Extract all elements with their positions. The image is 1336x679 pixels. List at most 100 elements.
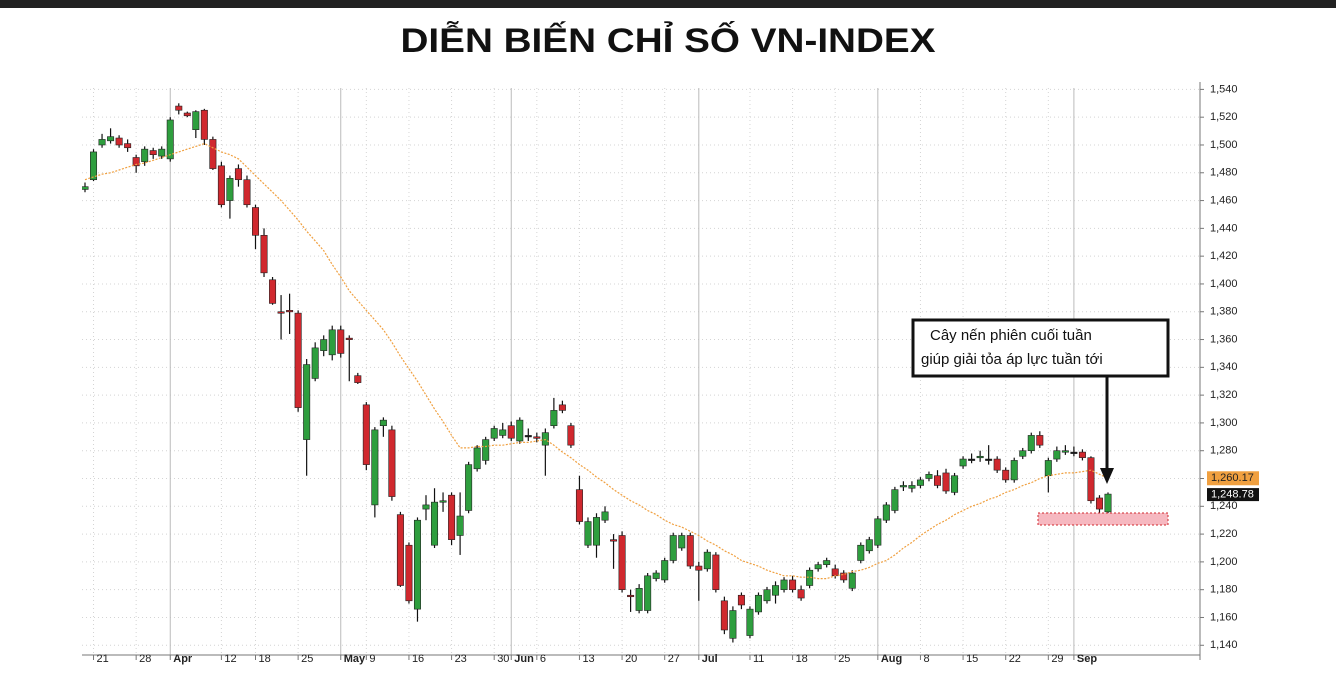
candle-body: [797, 589, 805, 599]
candle-body: [158, 148, 166, 157]
candle-body: [431, 501, 439, 546]
close-price-box: [1207, 488, 1259, 502]
x-tick-label: 21: [97, 653, 109, 665]
x-tick-label: 16: [412, 653, 424, 665]
candle-body: [703, 551, 711, 570]
candle-body: [1002, 469, 1010, 481]
x-tick-label: 12: [224, 653, 236, 665]
candle-body: [933, 475, 941, 486]
annotation-line: Cây nến phiên cuối tuần: [930, 327, 1092, 344]
candle-body: [1104, 493, 1112, 513]
candle-body: [601, 511, 609, 521]
moving-average: [84, 142, 1109, 580]
candle-body: [90, 151, 98, 181]
candle-body: [729, 610, 737, 639]
x-tick-label: 8: [923, 653, 929, 665]
candle-body: [575, 489, 583, 522]
candle-body: [661, 560, 669, 581]
y-tick-label: 1,440: [1210, 222, 1238, 234]
candle-body: [899, 485, 907, 488]
candle-body: [1061, 450, 1069, 453]
candle-body: [814, 564, 822, 570]
x-tick-label: 13: [582, 653, 594, 665]
candle-body: [1053, 450, 1061, 460]
candle-body: [686, 535, 694, 567]
candle-body: [874, 518, 882, 546]
y-tick-label: 1,460: [1210, 194, 1238, 206]
candle-body: [337, 329, 345, 354]
candle-body: [627, 594, 635, 598]
y-tick-label: 1,340: [1210, 361, 1238, 373]
candle-body: [473, 447, 481, 470]
x-tick-label: 18: [796, 653, 808, 665]
candle-body: [1027, 435, 1035, 452]
x-tick-label: Jun: [514, 653, 534, 665]
candle-body: [993, 458, 1001, 471]
candle-body: [908, 485, 916, 489]
candle-body: [277, 311, 285, 314]
candle-body: [166, 119, 174, 160]
candle-body: [891, 489, 899, 511]
y-tick-label: 1,240: [1210, 500, 1238, 512]
x-tick-label: Aug: [881, 653, 902, 665]
candle-body: [584, 521, 592, 546]
ma-price-label: 1,260.17: [1211, 472, 1254, 484]
y-tick-label: 1,280: [1210, 445, 1238, 457]
x-tick-label: May: [344, 653, 366, 665]
x-tick-label: 23: [455, 653, 467, 665]
highlight-zone: [1037, 512, 1169, 526]
labels: 1,1401,1601,1801,2001,2201,2401,2601,280…: [93, 83, 1259, 665]
candle-body: [831, 568, 839, 577]
candle-body: [465, 464, 473, 511]
candle-body: [422, 504, 430, 510]
x-tick-label: Apr: [173, 653, 193, 665]
grid: [82, 88, 1204, 655]
candle-body: [132, 157, 140, 167]
candle-body: [269, 279, 277, 304]
candle-body: [149, 150, 157, 156]
candle-body: [865, 539, 873, 552]
candle-body: [695, 565, 703, 571]
x-tick-label: 20: [625, 653, 637, 665]
candle-body: [507, 425, 515, 439]
x-tick-label: Jul: [702, 653, 718, 665]
chart-title: DIỄN BIẾN CHỈ SỐ VN-INDEX: [401, 21, 936, 60]
candle-body: [448, 494, 456, 540]
candle-body: [720, 600, 728, 631]
candle-body: [499, 429, 507, 436]
y-tick-label: 1,400: [1210, 278, 1238, 290]
y-tick-label: 1,300: [1210, 417, 1238, 429]
annotation-box: [911, 318, 1170, 378]
candle-body: [354, 375, 362, 383]
x-tick-label: 15: [966, 653, 978, 665]
candle-body: [533, 436, 541, 439]
y-tick-label: 1,360: [1210, 333, 1238, 345]
candle-body: [1010, 460, 1018, 481]
candle-body: [439, 500, 447, 503]
candle-body: [1036, 435, 1044, 446]
candle-body: [175, 105, 183, 111]
candle-body: [985, 458, 993, 461]
candle-body: [541, 432, 549, 446]
annotation-arrowhead: [1100, 468, 1114, 484]
candle-body: [82, 186, 89, 190]
candle-body: [217, 165, 225, 206]
candle-body: [712, 554, 720, 590]
candle-body: [311, 347, 319, 379]
candle-body: [976, 455, 984, 459]
candle-body: [396, 514, 404, 586]
candle-body: [243, 179, 251, 206]
candle-body: [200, 109, 208, 140]
candle-body: [916, 479, 924, 486]
candle-body: [286, 310, 294, 313]
x-tick-label: 6: [540, 653, 546, 665]
x-tick-label: 22: [1009, 653, 1021, 665]
candle-body: [558, 404, 566, 411]
top-bar: [0, 0, 1336, 8]
candle-body: [115, 137, 123, 146]
candle-body: [618, 535, 626, 590]
candle-body: [524, 435, 532, 438]
candle-body: [746, 608, 754, 636]
y-tick-label: 1,180: [1210, 584, 1238, 596]
x-tick-label: 29: [1051, 653, 1063, 665]
